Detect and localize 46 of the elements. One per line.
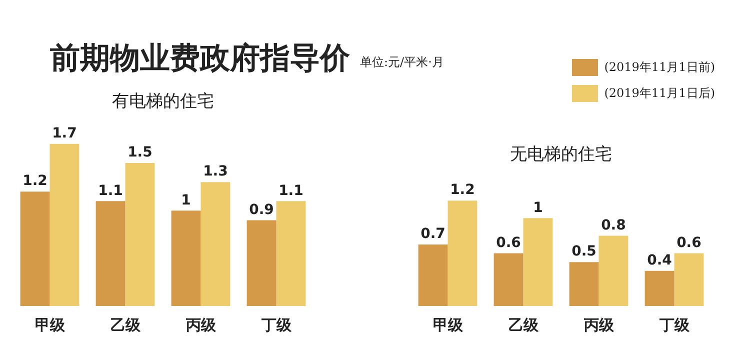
- data-label: 0.4: [647, 252, 672, 268]
- chart-title: 无电梯的住宅: [510, 144, 612, 165]
- bar: [448, 200, 478, 306]
- x-tick-label: 丙级: [582, 316, 615, 334]
- bar: [494, 253, 524, 306]
- data-label: 1.5: [128, 144, 152, 161]
- data-label: 1.2: [450, 182, 475, 198]
- bar: [96, 201, 126, 306]
- data-label: 0.5: [572, 244, 596, 260]
- legend-label: (2019年11月1日前): [603, 58, 715, 76]
- data-label: 0.6: [676, 234, 702, 251]
- data-label: 0.8: [601, 217, 626, 234]
- bar: [171, 210, 201, 306]
- data-label: 1.1: [278, 182, 304, 199]
- bar: [644, 270, 674, 306]
- text: 单位:元/平米·月: [360, 54, 444, 71]
- bar: [598, 236, 628, 306]
- data-label: 1.3: [203, 164, 228, 180]
- bar: [569, 262, 599, 306]
- chart-title: 前期物业费政府指导价: [50, 40, 350, 78]
- data-label: 0.6: [496, 234, 521, 251]
- x-tick-label: 甲级: [34, 316, 66, 334]
- legend-label: (2019年11月1日后): [603, 84, 715, 102]
- data-label: 0.9: [249, 202, 274, 218]
- data-label: 1.1: [98, 182, 123, 199]
- bar: [125, 163, 155, 306]
- bar: [418, 244, 448, 306]
- chart-subtitle: 有电梯的住宅: [112, 92, 214, 112]
- data-label: 0.7: [420, 226, 446, 242]
- x-tick-label: 乙级: [508, 316, 540, 334]
- x-tick-label: 乙级: [110, 316, 142, 334]
- bar: [674, 253, 704, 306]
- bar: [50, 144, 80, 306]
- bar: [20, 192, 50, 306]
- bar: [276, 201, 306, 306]
- x-tick-label: 丁级: [260, 316, 292, 334]
- x-tick-label: 甲级: [432, 316, 464, 334]
- x-tick-label: 丁级: [658, 316, 690, 334]
- bar: [523, 218, 553, 306]
- bar: [246, 220, 276, 306]
- data-label: 1: [533, 200, 543, 216]
- data-label: 1: [181, 192, 191, 208]
- data-label: 1.2: [22, 173, 48, 190]
- x-tick-label: 丙级: [184, 316, 217, 334]
- data-label: 1.7: [52, 126, 77, 142]
- bar: [200, 182, 230, 306]
